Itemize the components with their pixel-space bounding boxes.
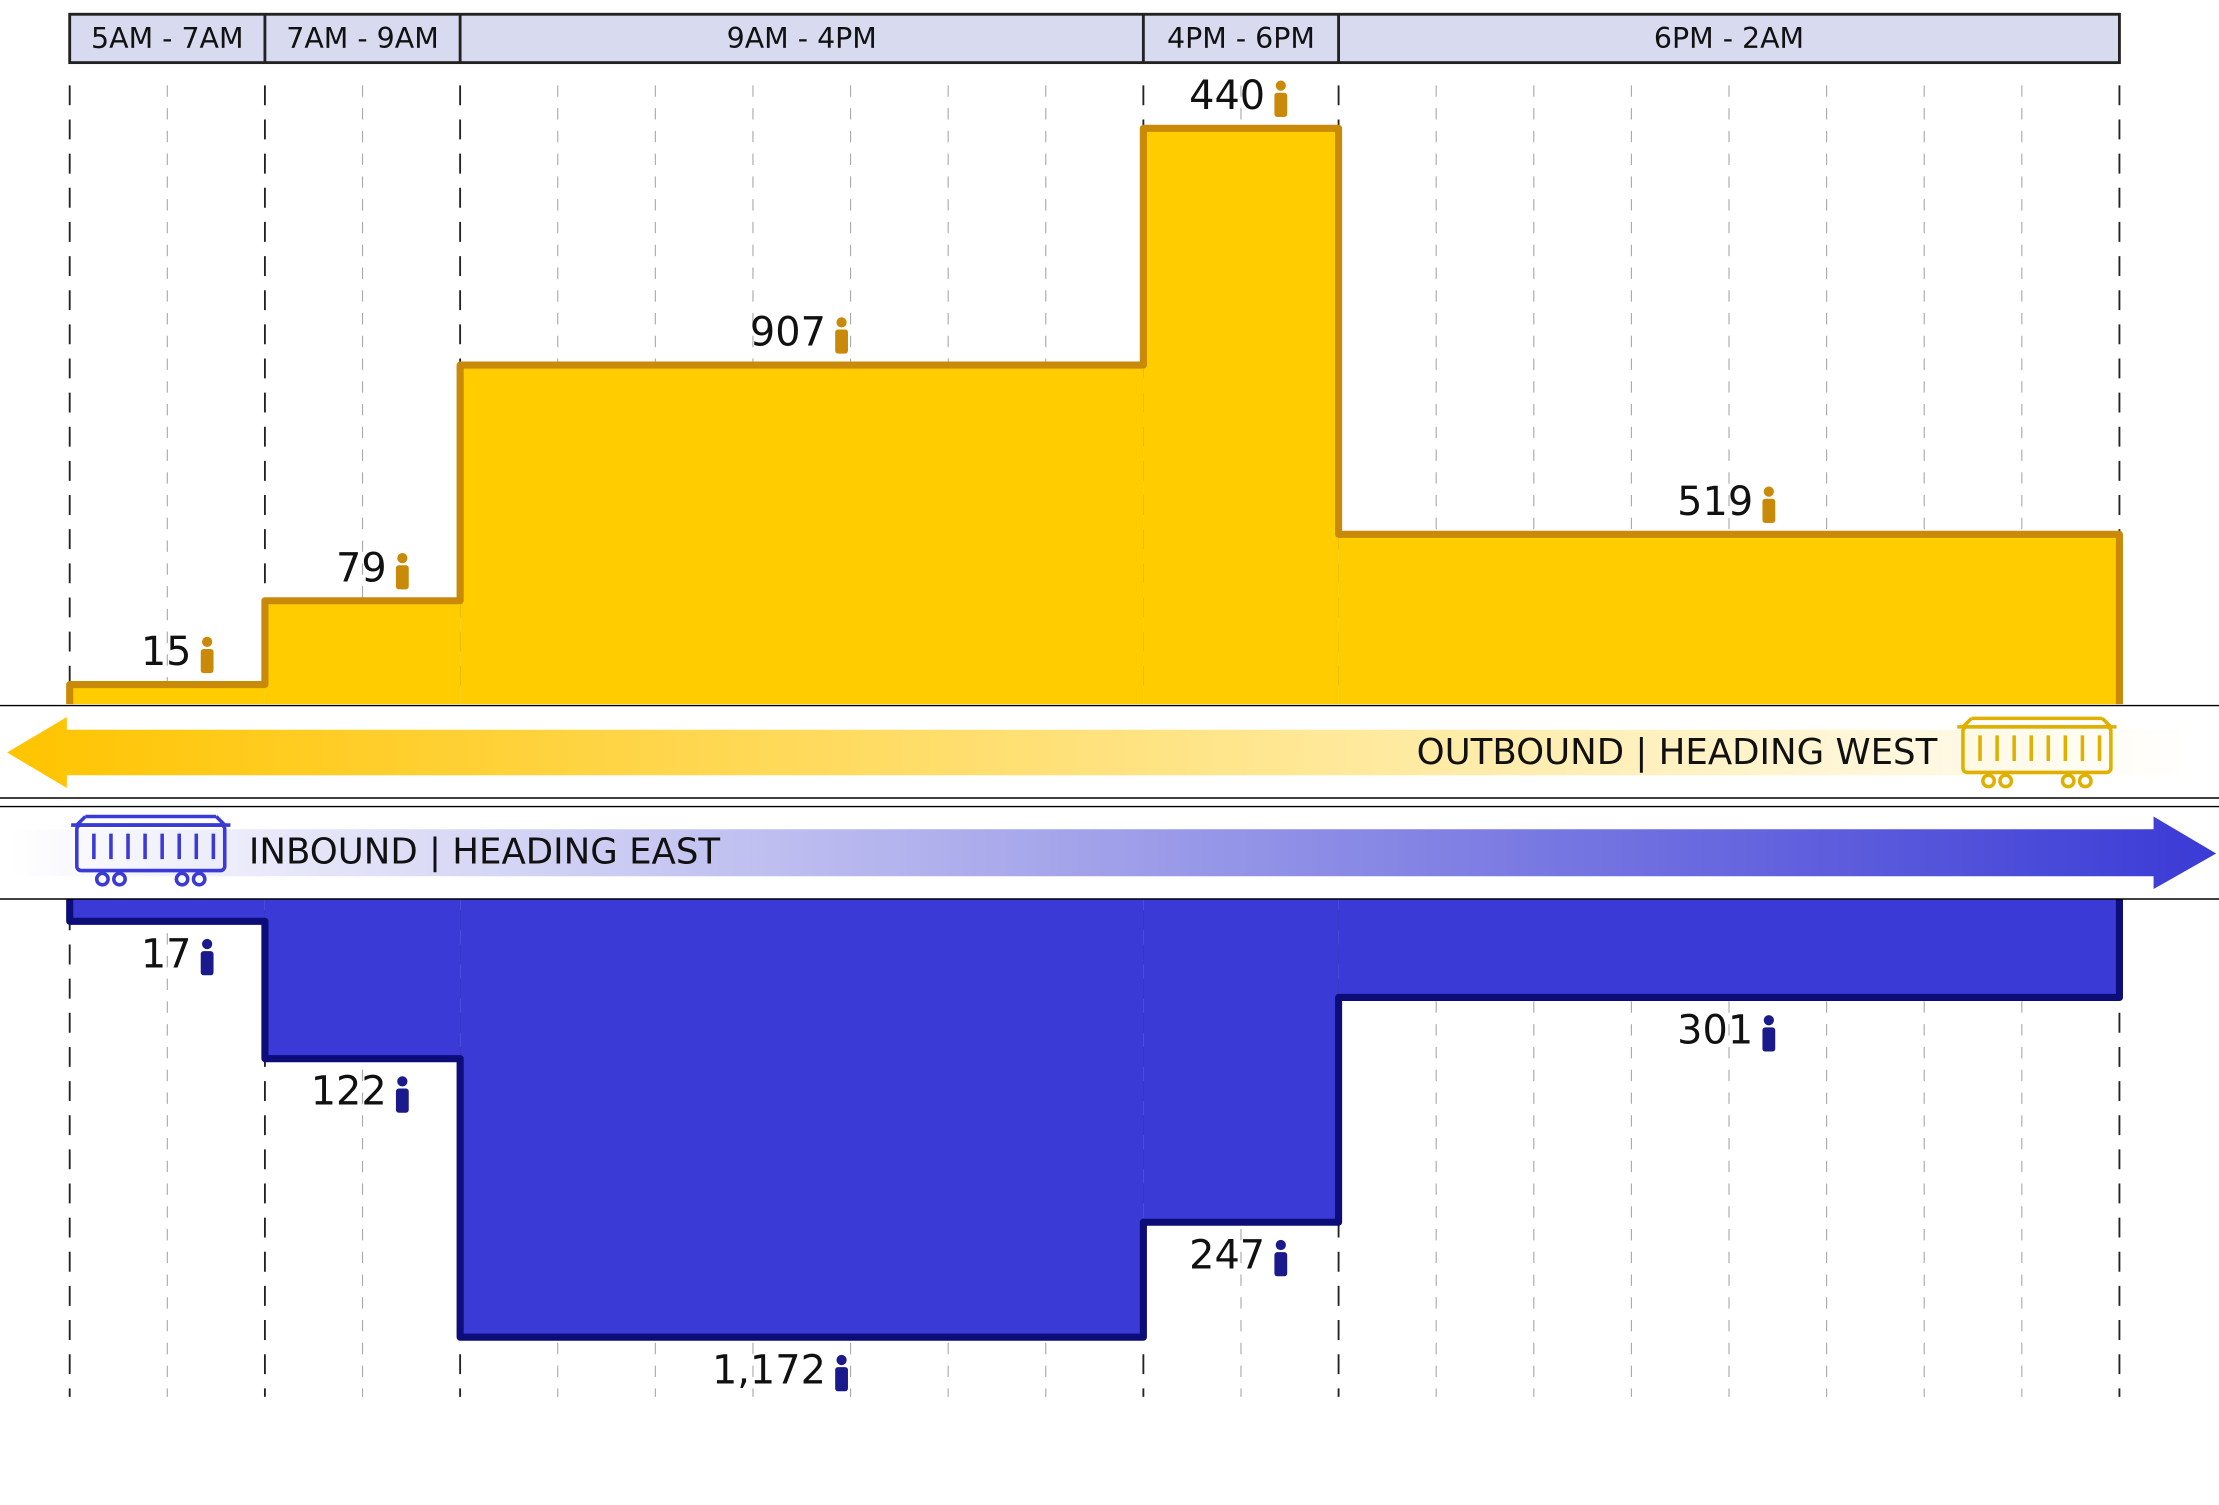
- person-icon: [1274, 1252, 1288, 1277]
- value-label: 907: [750, 310, 826, 356]
- person-icon: [202, 636, 213, 647]
- step-segment: [460, 365, 1144, 705]
- header-band: [68, 12, 2121, 65]
- person-icon: [1762, 498, 1776, 523]
- value-label: 79: [336, 545, 387, 591]
- value-label: 1,172: [712, 1347, 826, 1393]
- series: 17 122 1,172 247 301: [66, 899, 2123, 1393]
- direction-bands: OUTBOUND | HEADING WEST INBOUND | HEADIN…: [0, 704, 2219, 900]
- step-outline: [66, 124, 2123, 705]
- inbound-label: INBOUND | HEADING EAST: [249, 831, 721, 872]
- series: 15 79 907 440 519: [66, 73, 2123, 705]
- period-header: 5AM - 7AM 7AM - 9AM 9AM - 4PM 4PM - 6PM 6PM …: [68, 12, 2121, 65]
- step-segment: [460, 899, 1144, 1338]
- person-icon: [1274, 92, 1288, 117]
- step-segment: [1338, 534, 2120, 705]
- period-label: 6PM - 2AM: [1654, 22, 1804, 55]
- step-segment: [1143, 899, 1339, 1223]
- person-icon: [200, 648, 214, 674]
- outbound-label: OUTBOUND | HEADING WEST: [1417, 732, 1938, 773]
- trolley-icon: [71, 814, 231, 887]
- period-label: 4PM - 6PM: [1167, 22, 1315, 55]
- step-outline: [66, 899, 2123, 1341]
- person-icon: [200, 951, 214, 976]
- value-label: 17: [141, 931, 192, 977]
- period-label: 5AM - 7AM: [91, 22, 244, 55]
- value-label: 301: [1677, 1008, 1753, 1054]
- person-icon: [202, 938, 213, 950]
- person-icon: [835, 1367, 848, 1392]
- trolley-icon: [1957, 716, 2117, 789]
- value-label: 440: [1189, 73, 1265, 119]
- period-label: 9AM - 4PM: [727, 22, 877, 55]
- step-segment: [69, 899, 265, 922]
- person-icon: [397, 552, 408, 564]
- person-icon: [1275, 80, 1286, 91]
- person-icon: [1763, 1015, 1774, 1026]
- step-segment: [264, 600, 461, 705]
- person-icon: [836, 1354, 847, 1366]
- person-icon: [1763, 486, 1774, 497]
- value-label: 247: [1189, 1232, 1265, 1278]
- step-segment: [264, 899, 461, 1059]
- step-segment: [1143, 128, 1339, 705]
- person-icon: [397, 1076, 408, 1087]
- step-segment: [1338, 899, 2120, 998]
- value-label: 519: [1677, 479, 1753, 525]
- value-label: 15: [141, 629, 192, 675]
- person-icon: [835, 329, 848, 354]
- person-icon: [1275, 1239, 1286, 1251]
- person-icon: [836, 317, 847, 328]
- period-label: 7AM - 9AM: [286, 22, 439, 55]
- outbound-arrow: [7, 716, 2191, 789]
- step-segment: [69, 684, 265, 705]
- person-icon: [395, 565, 409, 590]
- person-icon: [1762, 1027, 1776, 1052]
- value-label: 122: [311, 1069, 387, 1115]
- person-icon: [395, 1088, 409, 1113]
- inbound-arrow: [7, 816, 2217, 890]
